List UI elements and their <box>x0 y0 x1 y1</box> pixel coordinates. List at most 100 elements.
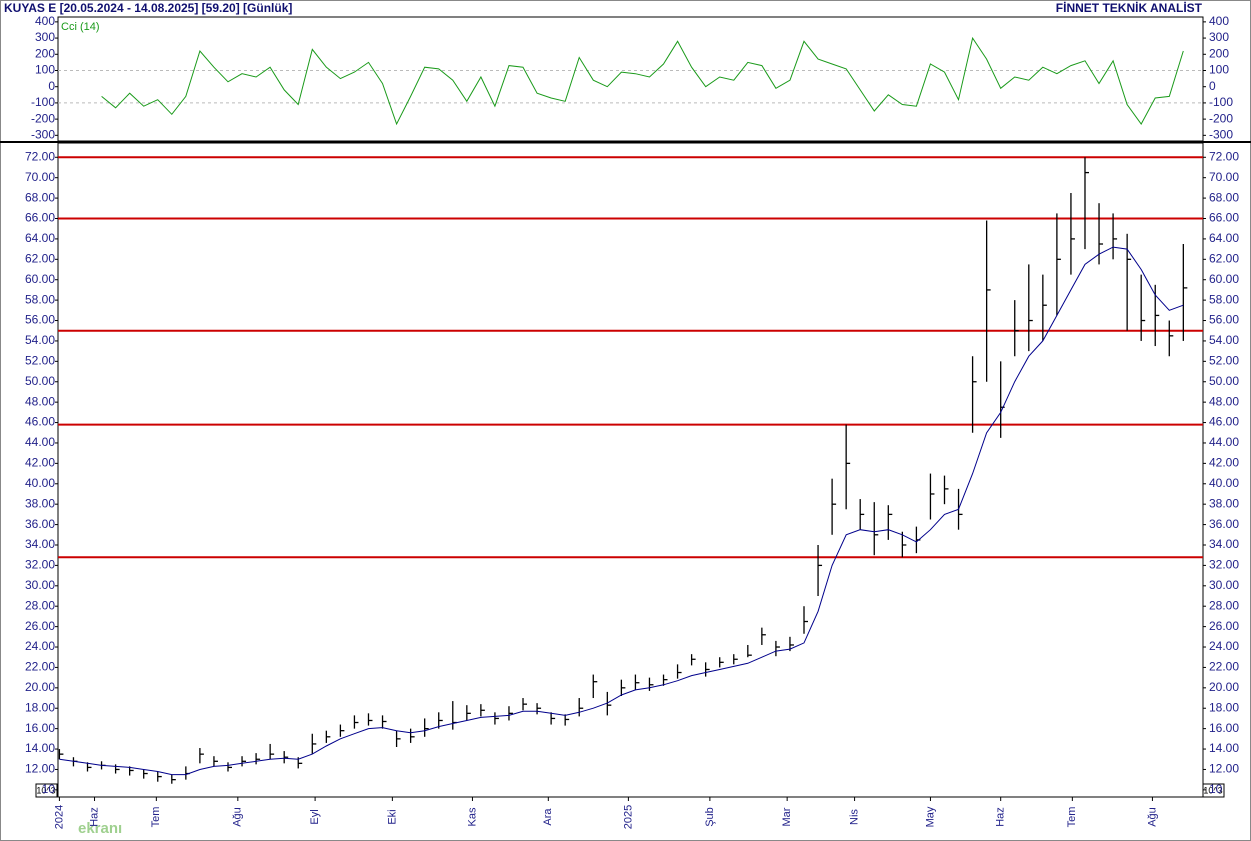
scale-box <box>1202 783 1225 798</box>
y-tick-label: 34.00 <box>1209 537 1239 551</box>
y-tick-label: 100 <box>35 63 55 77</box>
y-tick-label: 40.00 <box>1209 476 1239 490</box>
y-tick-label: 12.00 <box>25 762 55 776</box>
y-tick-label: 24.00 <box>1209 639 1239 653</box>
y-tick-label: -200 <box>1209 111 1233 125</box>
y-tick-label: 10 <box>42 782 56 796</box>
x-tick-label: Ağu <box>1146 807 1158 827</box>
y-tick-label: 36.00 <box>1209 517 1239 531</box>
y-tick-label: 70.00 <box>1209 170 1239 184</box>
y-tick-label: 58.00 <box>1209 292 1239 306</box>
y-tick-label: 100 <box>1209 63 1229 77</box>
y-tick-label: 64.00 <box>1209 231 1239 245</box>
y-tick-label: 14.00 <box>1209 741 1239 755</box>
y-tick-label: 68.00 <box>1209 190 1239 204</box>
y-tick-label: 26.00 <box>25 619 55 633</box>
y-tick-label: 0 <box>1209 79 1216 93</box>
y-tick-label: 28.00 <box>1209 598 1239 612</box>
scale-note: 10^3 <box>1203 785 1222 795</box>
y-tick-label: -100 <box>31 95 55 109</box>
y-tick-label: 58.00 <box>25 292 55 306</box>
y-tick-label: 52.00 <box>25 354 55 368</box>
y-tick-label: 26.00 <box>1209 619 1239 633</box>
y-tick-label: 54.00 <box>1209 333 1239 347</box>
y-tick-label: -300 <box>1209 127 1233 141</box>
y-tick-label: 14.00 <box>25 741 55 755</box>
y-tick-label: 68.00 <box>25 190 55 204</box>
y-tick-label: 56.00 <box>1209 313 1239 327</box>
watermark: ekranı <box>78 820 122 837</box>
x-tick-label: Mar <box>781 807 793 826</box>
y-tick-label: 36.00 <box>25 517 55 531</box>
x-tick-label: Kas <box>466 807 478 826</box>
y-tick-label: 200 <box>35 46 55 60</box>
y-tick-label: 48.00 <box>1209 394 1239 408</box>
x-tick-label: Tem <box>1066 807 1078 828</box>
y-tick-label: 64.00 <box>25 231 55 245</box>
y-tick-label: 400 <box>1209 14 1229 28</box>
y-tick-label: 38.00 <box>25 496 55 510</box>
y-tick-label: 62.00 <box>25 251 55 265</box>
y-tick-label: 48.00 <box>25 394 55 408</box>
y-tick-label: 42.00 <box>1209 456 1239 470</box>
y-tick-label: 40.00 <box>25 476 55 490</box>
y-tick-label: 22.00 <box>25 660 55 674</box>
y-tick-label: 24.00 <box>25 639 55 653</box>
x-tick-label: Nis <box>848 809 860 825</box>
y-tick-label: -200 <box>31 111 55 125</box>
x-tick-label: Eyl <box>309 809 321 824</box>
y-tick-label: 400 <box>35 14 55 28</box>
y-tick-label: 16.00 <box>1209 721 1239 735</box>
x-tick-label: Ağu <box>232 807 244 827</box>
y-tick-label: 16.00 <box>25 721 55 735</box>
x-tick-label: 2024 <box>53 805 65 829</box>
y-tick-label: 22.00 <box>1209 660 1239 674</box>
y-tick-label: 20.00 <box>1209 680 1239 694</box>
y-tick-label: 38.00 <box>1209 496 1239 510</box>
y-tick-label: 20.00 <box>25 680 55 694</box>
y-tick-label: 300 <box>1209 30 1229 44</box>
y-tick-label: 32.00 <box>25 558 55 572</box>
x-tick-label: Ara <box>542 808 554 826</box>
y-tick-label: 0 <box>48 79 55 93</box>
y-tick-label: 60.00 <box>1209 272 1239 286</box>
chart-title: KUYAS E [20.05.2024 - 14.08.2025] [59.20… <box>4 1 292 15</box>
y-tick-label: 62.00 <box>1209 251 1239 265</box>
y-tick-label: -300 <box>31 127 55 141</box>
y-tick-label: 44.00 <box>1209 435 1239 449</box>
y-tick-label: 32.00 <box>1209 558 1239 572</box>
y-tick-label: 56.00 <box>25 313 55 327</box>
cci-line <box>101 36 1184 126</box>
x-tick-label: Tem <box>150 807 162 828</box>
x-tick-label: May <box>924 806 936 827</box>
y-tick-label: 30.00 <box>25 578 55 592</box>
scale-note: 10^3 <box>36 785 55 795</box>
panel-label: Cci (14) <box>61 21 100 33</box>
y-tick-label: -100 <box>1209 95 1233 109</box>
y-tick-label: 66.00 <box>1209 211 1239 225</box>
scale-box <box>35 783 58 798</box>
y-tick-label: 200 <box>1209 46 1229 60</box>
y-tick-label: 18.00 <box>25 700 55 714</box>
y-tick-label: 70.00 <box>25 170 55 184</box>
x-tick-label: Haz <box>995 807 1007 827</box>
x-tick-label: 2025 <box>622 805 634 829</box>
y-tick-label: 300 <box>35 30 55 44</box>
x-tick-label: Şub <box>704 807 716 827</box>
y-tick-label: 28.00 <box>25 598 55 612</box>
y-tick-label: 72.00 <box>25 149 55 163</box>
y-tick-label: 50.00 <box>25 374 55 388</box>
y-tick-label: 12.00 <box>1209 762 1239 776</box>
y-tick-label: 54.00 <box>25 333 55 347</box>
y-tick-label: 60.00 <box>25 272 55 286</box>
y-tick-label: 34.00 <box>25 537 55 551</box>
y-tick-label: 52.00 <box>1209 354 1239 368</box>
y-tick-label: 50.00 <box>1209 374 1239 388</box>
y-tick-label: 42.00 <box>25 456 55 470</box>
x-tick-label: Eki <box>386 809 398 824</box>
y-tick-label: 44.00 <box>25 435 55 449</box>
moving-average <box>59 246 1184 776</box>
